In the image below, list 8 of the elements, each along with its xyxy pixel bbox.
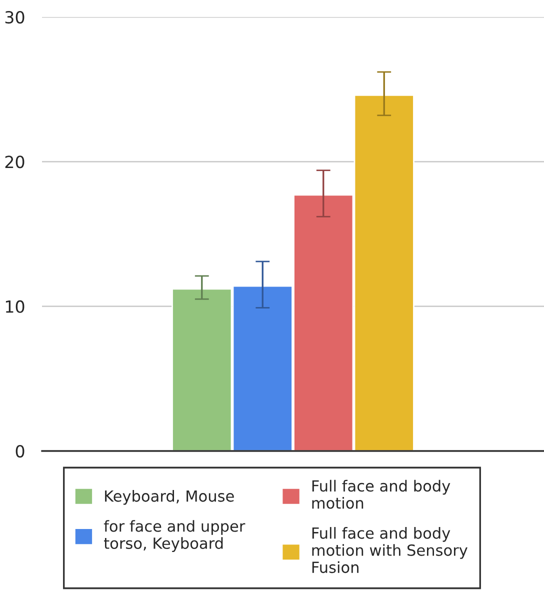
legend-label: Full face and body motion bbox=[312, 480, 450, 509]
y-tick-label: 30 bbox=[5, 10, 24, 24]
legend-label: Keyboard, Mouse bbox=[105, 490, 234, 505]
y-tick-label: 20 bbox=[5, 156, 24, 168]
legend-label: for face and upper torso, Keyboard bbox=[104, 520, 246, 552]
y-tick-label: 10 bbox=[6, 300, 24, 313]
legend-label: Full face and body motion with Sensory Fusion bbox=[312, 527, 468, 574]
y-tick-label: 0 bbox=[16, 444, 24, 458]
